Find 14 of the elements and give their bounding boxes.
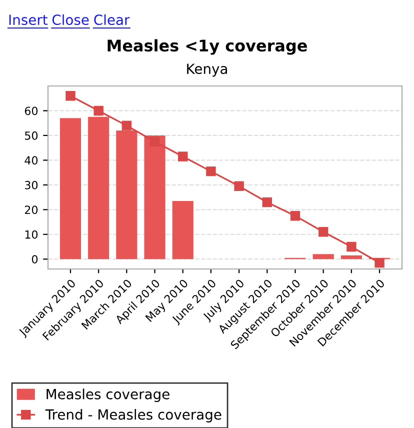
text: Clear xyxy=(94,14,130,26)
y-tick-label: 0 xyxy=(32,255,38,264)
y-tick-label: 30 xyxy=(24,180,38,190)
text: Close xyxy=(52,14,89,26)
y-tick-label: 40 xyxy=(24,156,38,165)
chart-title: Measles <1y coverage xyxy=(108,39,307,55)
y-tick-label: 20 xyxy=(24,206,38,214)
y-tick-label: 50 xyxy=(24,131,38,140)
y-tick-label: 60 xyxy=(24,106,38,116)
chart-subtitle: Kenya xyxy=(187,64,227,77)
legend-label: Measles coverage xyxy=(46,388,170,402)
text: Insert xyxy=(9,14,48,26)
legend-label: Trend - Measles coverage xyxy=(45,409,222,422)
y-tick-label: 10 xyxy=(25,230,38,239)
